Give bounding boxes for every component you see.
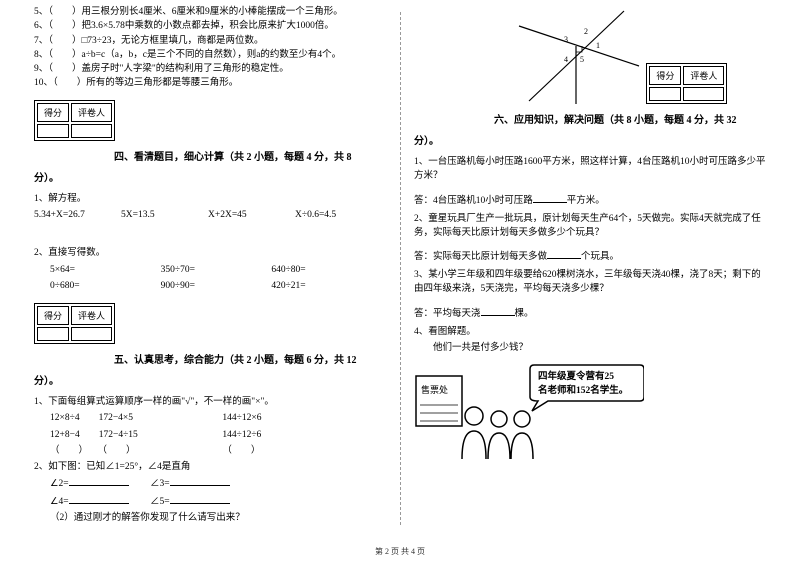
cell: 144÷12÷6 <box>222 430 261 440</box>
section-4-tail: 分）。 <box>34 169 382 184</box>
section-6-title: 六、应用知识，解决问题（共 8 小题，每题 4 分，共 32 <box>414 111 770 126</box>
angle-diagram: 2 1 3 4 5 <box>514 6 644 106</box>
q5-2-followup: （2）通过刚才的解答你发现了什么请写出来？ <box>34 511 382 525</box>
cell: （ ） （ ） <box>50 444 220 458</box>
q4-2-row2: 0÷680= 900÷90= 420÷21= <box>34 279 382 293</box>
q5-2-line1: ∠2= ∠3= <box>34 476 382 491</box>
sign-text: 售票处 <box>421 384 448 395</box>
tf-q10: 10、（ ）所有的等边三角形都是等腰三角形。 <box>34 77 382 90</box>
bubble-line1: 四年级夏令营有25 <box>538 370 614 382</box>
q4-2-label: 2、直接写得数。 <box>34 246 382 260</box>
angle-label: ∠5= <box>150 497 170 507</box>
answer-unit: 个玩具。 <box>581 252 619 262</box>
q5-1-label: 1、下面每组算式运算顺序一样的画"√"，不一样的画"×"。 <box>34 395 382 409</box>
answer-prefix: 答：4台压路机10小时可压路 <box>414 196 533 206</box>
svg-text:5: 5 <box>580 55 584 64</box>
eq: 5.34+X=26.7 <box>34 208 121 222</box>
eq: 640÷80= <box>271 263 382 277</box>
cell: 12×8÷4 172−4×5 <box>50 411 220 425</box>
svg-text:4: 4 <box>564 55 568 64</box>
column-divider <box>400 12 401 525</box>
angle-label: ∠4= <box>50 497 69 507</box>
score-box-4: 得分 评卷人 <box>34 100 115 141</box>
section-4-title: 四、看清题目，细心计算（共 2 小题，每题 4 分，共 8 <box>34 148 382 163</box>
section-6-tail: 分）。 <box>414 132 770 147</box>
score-box-6: 得分 评卷人 <box>646 63 727 104</box>
bubble-line2: 名老师和152名学生。 <box>538 384 628 396</box>
eq: 0÷680= <box>50 279 161 293</box>
marker-label: 评卷人 <box>71 103 112 122</box>
q6-3-answer: 答：平均每天浇 棵。 <box>414 305 770 319</box>
ticket-illustration: 售票处 四年级夏令营有25 名老师和152名学生。 <box>414 361 644 461</box>
tf-q9: 9、（ ）盖房子时"人字梁"的结构利用了三角形的稳定性。 <box>34 63 382 76</box>
score-label: 得分 <box>37 103 69 122</box>
q5-2-label: 2、如下图：已知∠1=25°，∠4是直角 <box>34 460 382 474</box>
eq: 420÷21= <box>271 279 382 293</box>
tf-q5: 5、（ ）用三根分别长4厘米、6厘米和9厘米的小棒能摆成一个三角形。 <box>34 6 382 19</box>
marker-label: 评卷人 <box>71 306 112 325</box>
cell: 144÷12×6 <box>222 413 261 423</box>
eq: 350÷70= <box>161 263 272 277</box>
svg-text:3: 3 <box>564 35 568 44</box>
q6-1-answer: 答：4台压路机10小时可压路 平方米。 <box>414 192 770 206</box>
section-5-tail: 分）。 <box>34 372 382 387</box>
q6-3: 3、某小学三年级和四年级要给620棵树浇水，三年级每天浇40棵，浇了8天；剩下的… <box>414 268 770 297</box>
score-box-5: 得分 评卷人 <box>34 303 115 344</box>
q6-4: 4、看图解题。 <box>414 325 770 339</box>
q4-1-items: 5.34+X=26.7 5X=13.5 X+2X=45 X÷0.6=4.5 <box>34 208 382 222</box>
q6-4-sub: 他们一共是付多少钱？ <box>414 341 770 355</box>
q4-1-label: 1、解方程。 <box>34 192 382 206</box>
marker-label: 评卷人 <box>683 66 724 85</box>
q5-1-r1: 12×8÷4 172−4×5 144÷12×6 <box>34 411 382 425</box>
q4-2-row1: 5×64= 350÷70= 640÷80= <box>34 263 382 277</box>
answer-unit: 平方米。 <box>567 196 605 206</box>
tf-q7: 7、（ ）□73÷23，无论方框里填几，商都是两位数。 <box>34 35 382 48</box>
q6-2-answer: 答：实际每天比原计划每天多做 个玩具。 <box>414 248 770 262</box>
q5-1-r2: 12+8−4 172−4÷15 144÷12÷6 <box>34 428 382 442</box>
answer-prefix: 答：平均每天浇 <box>414 309 481 319</box>
score-label: 得分 <box>649 66 681 85</box>
eq: 900÷90= <box>161 279 272 293</box>
page-footer: 第 2 页 共 4 页 <box>0 546 800 557</box>
cell: （ ） <box>222 446 260 456</box>
angle-label: ∠3= <box>150 479 170 489</box>
cell: 12+8−4 172−4÷15 <box>50 428 220 442</box>
tf-q6: 6、（ ）把3.6×5.78中乘数的小数点都去掉，积会比原来扩大1000倍。 <box>34 20 382 33</box>
q5-1-r3: （ ） （ ） （ ） <box>34 444 382 458</box>
score-label: 得分 <box>37 306 69 325</box>
eq: X+2X=45 <box>208 208 295 222</box>
eq: 5X=13.5 <box>121 208 208 222</box>
section-5-title: 五、认真思考，综合能力（共 2 小题，每题 6 分，共 12 <box>34 351 382 366</box>
answer-prefix: 答：实际每天比原计划每天多做 <box>414 252 547 262</box>
svg-text:1: 1 <box>596 41 600 50</box>
q5-2-line2: ∠4= ∠5= <box>34 494 382 509</box>
q6-1: 1、一台压路机每小时压路1600平方米，照这样计算，4台压路机10小时可压路多少… <box>414 155 770 184</box>
angle-label: ∠2= <box>50 479 69 489</box>
svg-text:2: 2 <box>584 27 588 36</box>
eq: 5×64= <box>50 263 161 277</box>
tf-q8: 8、（ ）a÷b=c（a，b，c是三个不同的自然数），则a的约数至少有4个。 <box>34 49 382 62</box>
eq: X÷0.6=4.5 <box>295 208 382 222</box>
q6-2: 2、童星玩具厂生产一批玩具，原计划每天生产64个，5天做完。实际4天就完成了任务… <box>414 212 770 241</box>
answer-unit: 棵。 <box>515 309 534 319</box>
